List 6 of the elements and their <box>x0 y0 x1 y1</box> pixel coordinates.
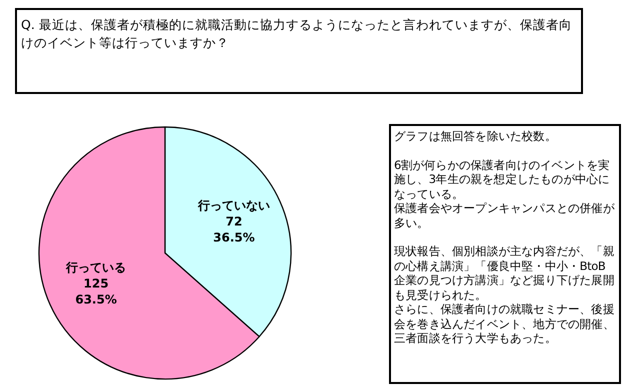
text: 6割が何らかの保護者向けのイベントを実施し、3年生の親を想定したものが中心になっている。 <box>394 158 611 201</box>
chart-title: Q. 最近は、保護者が積極的に就職活動に協力するようになったと言われていますが、保護者向けのイベント等は行っていますか？ <box>15 8 583 94</box>
text: 保護者会やオープンキャンパスとの併催が多い。 <box>394 201 616 230</box>
text: グラフは無回答を除いた校数。 <box>394 129 558 144</box>
text: 現状報告、個別相談が主な内容だが、「親の心構え講演」「優良中堅・中小・BtoB企業の見つけ方講演」など掘り下げた展開も見受けられた。 <box>394 244 616 302</box>
text: さらに、保護者向けの就職セミナー、後援会を巻き込んだイベント、地方での開催、三者面談を行う大学もあった。 <box>394 302 616 346</box>
